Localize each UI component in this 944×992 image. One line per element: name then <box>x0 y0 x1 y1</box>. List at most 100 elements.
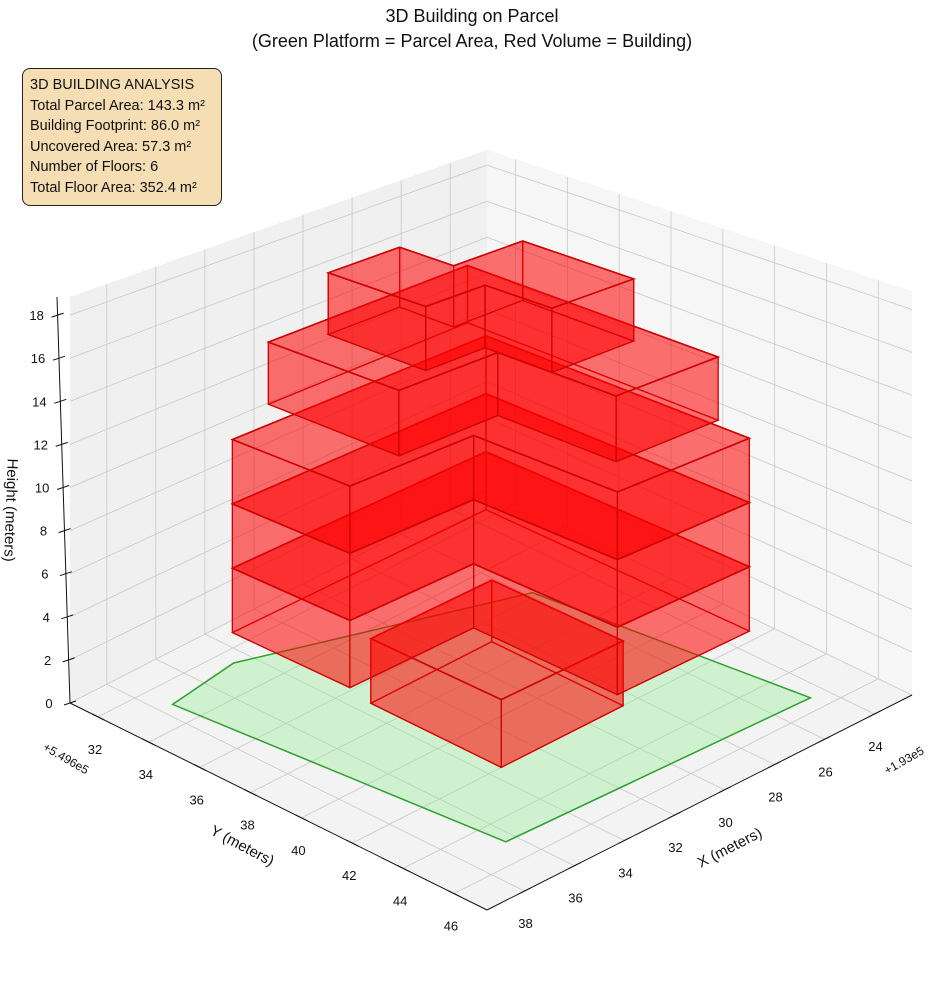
z-tick-label: 2 <box>44 653 51 668</box>
gridline-z-right <box>486 236 913 396</box>
z-tick <box>54 398 67 404</box>
gridline-x-floor <box>253 608 675 816</box>
z-tick-label: 16 <box>31 351 45 366</box>
gridline-y-floor <box>301 603 724 819</box>
z-tick <box>51 312 64 318</box>
z-tick-label: 6 <box>41 567 48 582</box>
z-tick <box>62 657 75 663</box>
y-tick-label: 46 <box>444 919 458 934</box>
floor-pane <box>70 490 912 910</box>
z-tick <box>55 441 68 447</box>
gridline-z-left <box>69 417 488 618</box>
y-tick-label: 36 <box>189 792 203 807</box>
chart-subtitle: (Green Platform = Parcel Area, Red Volum… <box>251 31 693 51</box>
y-offset-label: +5.496e5 <box>41 740 92 777</box>
z-tick <box>61 614 74 620</box>
x-tick-label: 24 <box>868 739 882 754</box>
floor-6-top <box>325 240 637 310</box>
gridline-y-floor <box>97 503 516 718</box>
z-tick-label: 0 <box>45 696 52 711</box>
gridline-z-left <box>69 345 488 531</box>
z-tick-label: 4 <box>43 610 50 625</box>
x-tick-label: 36 <box>568 891 582 906</box>
x-tick <box>868 710 881 718</box>
x-tick <box>618 836 631 844</box>
x-tick <box>668 811 681 819</box>
y-tick <box>447 890 461 898</box>
left-pane <box>70 149 487 703</box>
gridline-x-floor <box>155 658 575 867</box>
y-tick-label: 40 <box>291 843 305 858</box>
gridline-x-floor <box>351 558 775 765</box>
gridline-y-floor <box>199 553 620 768</box>
y-tick <box>244 789 257 797</box>
right-pane <box>487 149 912 695</box>
z-tick <box>56 485 70 490</box>
gridline-z-right <box>486 417 913 610</box>
x-tick <box>518 887 531 895</box>
info-box: 3D BUILDING ANALYSIS Total Parcel Area: … <box>22 68 222 206</box>
y-tick <box>91 713 105 721</box>
gridline-z-left <box>69 489 488 704</box>
x-tick-label: 38 <box>518 916 532 931</box>
x-tick-label: 32 <box>668 840 682 855</box>
info-uncovered-area: Uncovered Area: 57.3 m² <box>30 138 192 155</box>
info-floors: Number of Floors: 6 <box>30 159 159 176</box>
gridline-z-left <box>69 453 488 661</box>
x-tick-label: 26 <box>818 764 832 779</box>
gridline-x-floor <box>450 508 875 715</box>
gridline-z-left <box>69 309 488 488</box>
x-tick <box>768 761 781 769</box>
x-offset-label: +1.93e5 <box>882 743 927 777</box>
gridline-y-floor <box>402 653 827 869</box>
y-tick <box>396 864 410 872</box>
x-tick <box>718 786 731 794</box>
gridline-z-left <box>69 273 488 445</box>
z-axis-label: Height (meters) <box>0 458 21 562</box>
x-axis-label: X (meters) <box>695 825 765 872</box>
x-tick <box>818 735 831 743</box>
x-tick-label: 30 <box>718 815 732 830</box>
gridline-z-left <box>69 200 488 359</box>
chart-title: 3D Building on Parcel <box>385 6 559 26</box>
gridline-z-right <box>486 164 913 310</box>
info-footprint: Building Footprint: 86.0 m² <box>30 118 201 135</box>
y-axis-line <box>69 702 488 911</box>
z-tick-label: 10 <box>35 481 49 496</box>
y-tick-label: 42 <box>342 868 356 883</box>
x-tick-label: 34 <box>618 865 632 880</box>
y-tick <box>295 814 308 822</box>
gridline-z-right <box>486 309 913 482</box>
z-axis-line <box>56 296 71 704</box>
z-tick-label: 14 <box>32 394 46 409</box>
info-parcel-area: Total Parcel Area: 143.3 m² <box>30 97 205 114</box>
gridline-z-left <box>69 381 488 575</box>
z-tick-label: 12 <box>33 437 47 452</box>
z-tick <box>59 571 73 577</box>
info-heading: 3D BUILDING ANALYSIS <box>30 77 195 93</box>
y-tick <box>193 763 206 771</box>
gridline-x-floor <box>302 583 725 791</box>
gridline-y-floor <box>453 678 879 894</box>
parcel-platform <box>171 591 813 843</box>
x-tick <box>568 862 581 870</box>
gridline-z-right <box>486 273 913 439</box>
gridline-z-left <box>69 164 488 316</box>
floor-5-top <box>266 264 721 397</box>
z-tick-label: 8 <box>40 524 47 539</box>
z-tick-label: 18 <box>29 308 43 323</box>
x-tick-label: 28 <box>768 790 782 805</box>
z-tick <box>58 528 71 534</box>
gridline-x-floor <box>204 633 625 841</box>
z-tick <box>52 355 66 361</box>
y-tick-label: 32 <box>88 742 102 757</box>
gridline-z-right <box>486 453 913 653</box>
z-tick <box>63 700 77 706</box>
info-total-floor-area: Total Floor Area: 352.4 m² <box>30 179 197 196</box>
y-tick-label: 44 <box>393 893 407 908</box>
y-tick-label: 38 <box>240 818 254 833</box>
x-axis-line <box>486 694 913 911</box>
gridline-z-right <box>486 489 913 696</box>
floor-4-top <box>230 334 752 493</box>
